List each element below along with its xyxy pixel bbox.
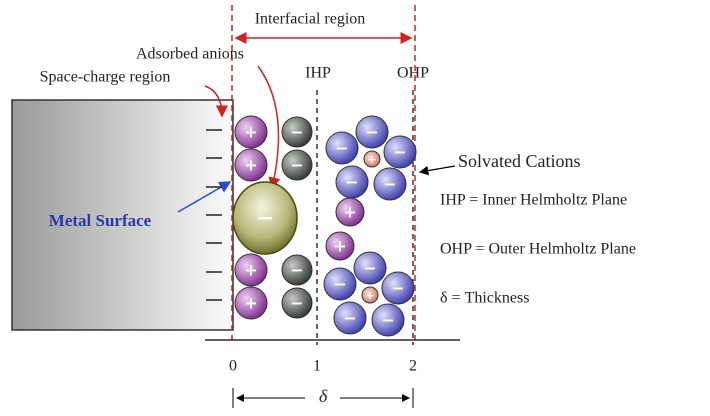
ion-sign: − <box>290 123 303 142</box>
ion-sign: + <box>244 261 257 280</box>
ion-sign: − <box>290 261 303 280</box>
ion-sign: − <box>256 206 274 231</box>
ion-sign: + <box>244 123 257 142</box>
pointer-arrow <box>420 166 455 172</box>
ion-sign: + <box>244 156 257 175</box>
delta-symbol: δ <box>319 386 328 406</box>
ion-sign: − <box>363 259 376 278</box>
ion-sign: − <box>393 143 406 162</box>
axis-tick: 0 <box>229 358 237 375</box>
ion-sign: − <box>335 139 348 158</box>
ion-sign: + <box>365 289 374 302</box>
metal-label: Metal Surface <box>49 211 152 230</box>
ion-sign: + <box>244 294 257 313</box>
adsorbed-label: Adsorbed anions <box>136 46 244 63</box>
diagram: Interfacial region Adsorbed anions Space… <box>0 0 710 416</box>
ihp-label: IHP <box>305 65 331 82</box>
cations-label: Solvated Cations <box>458 151 581 171</box>
ion-sign: − <box>391 279 404 298</box>
interfacial-label: Interfacial region <box>255 11 366 28</box>
axis-tick: 1 <box>313 358 321 375</box>
ion-sign: + <box>367 153 376 166</box>
axis-tick: 2 <box>409 358 417 375</box>
ion-sign: − <box>365 123 378 142</box>
ion-sign: − <box>333 275 346 294</box>
ions: ++++−−−−−−−−−−+−−−−−+++ <box>206 116 416 336</box>
ion-sign: + <box>333 237 346 256</box>
space-charge-label: Space-charge region <box>40 69 171 86</box>
ion-sign: − <box>290 294 303 313</box>
ion-sign: − <box>383 175 396 194</box>
ion-sign: − <box>343 309 356 328</box>
ion-sign: + <box>343 203 356 222</box>
ion-sign: − <box>290 156 303 175</box>
legend-item: δ = Thickness <box>440 290 529 307</box>
ion-sign: − <box>381 311 394 330</box>
legend-item: OHP = Outer Helmholtz Plane <box>440 241 636 258</box>
ion-sign: − <box>345 173 358 192</box>
legend-item: IHP = Inner Helmholtz Plane <box>440 192 627 209</box>
ohp-label: OHP <box>397 65 429 82</box>
